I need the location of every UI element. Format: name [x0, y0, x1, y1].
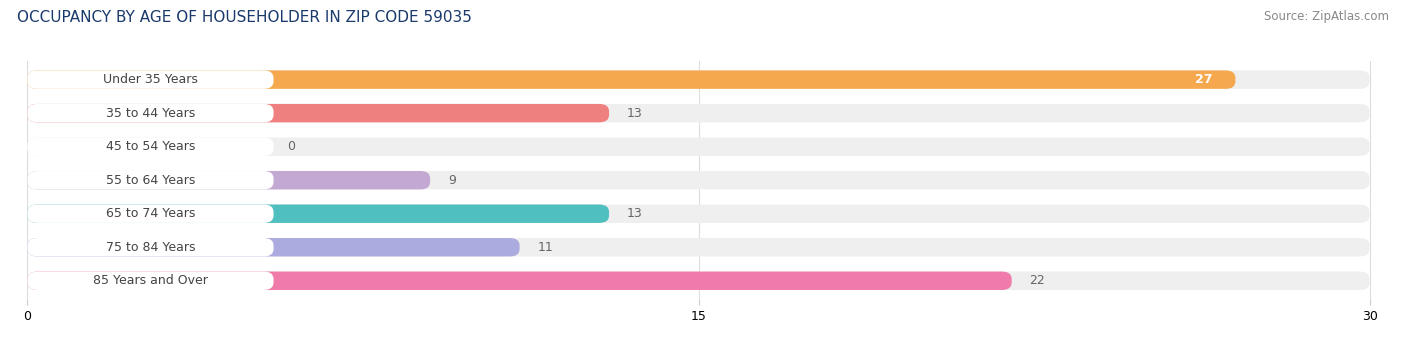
- FancyBboxPatch shape: [28, 272, 1012, 290]
- Text: OCCUPANCY BY AGE OF HOUSEHOLDER IN ZIP CODE 59035: OCCUPANCY BY AGE OF HOUSEHOLDER IN ZIP C…: [17, 10, 472, 25]
- Text: 27: 27: [1195, 73, 1213, 86]
- FancyBboxPatch shape: [28, 171, 430, 189]
- FancyBboxPatch shape: [28, 204, 274, 223]
- FancyBboxPatch shape: [28, 238, 1369, 256]
- FancyBboxPatch shape: [28, 104, 609, 122]
- Text: 85 Years and Over: 85 Years and Over: [93, 274, 208, 287]
- Text: 13: 13: [627, 107, 643, 120]
- FancyBboxPatch shape: [28, 104, 274, 122]
- Text: 45 to 54 Years: 45 to 54 Years: [105, 140, 195, 153]
- Text: 13: 13: [627, 207, 643, 220]
- FancyBboxPatch shape: [28, 238, 520, 256]
- Text: 55 to 64 Years: 55 to 64 Years: [105, 174, 195, 187]
- FancyBboxPatch shape: [28, 272, 274, 290]
- Text: 65 to 74 Years: 65 to 74 Years: [105, 207, 195, 220]
- FancyBboxPatch shape: [28, 204, 1369, 223]
- Text: 35 to 44 Years: 35 to 44 Years: [105, 107, 195, 120]
- FancyBboxPatch shape: [28, 137, 1369, 156]
- Text: 22: 22: [1029, 274, 1045, 287]
- Text: Under 35 Years: Under 35 Years: [103, 73, 198, 86]
- FancyBboxPatch shape: [28, 70, 274, 89]
- Text: Source: ZipAtlas.com: Source: ZipAtlas.com: [1264, 10, 1389, 23]
- FancyBboxPatch shape: [28, 70, 1236, 89]
- FancyBboxPatch shape: [28, 204, 609, 223]
- FancyBboxPatch shape: [28, 70, 1369, 89]
- Text: 0: 0: [287, 140, 295, 153]
- FancyBboxPatch shape: [28, 137, 274, 156]
- Text: 75 to 84 Years: 75 to 84 Years: [105, 241, 195, 254]
- FancyBboxPatch shape: [28, 272, 1369, 290]
- FancyBboxPatch shape: [28, 104, 1369, 122]
- FancyBboxPatch shape: [28, 238, 274, 256]
- Text: 11: 11: [537, 241, 553, 254]
- FancyBboxPatch shape: [28, 171, 274, 189]
- Text: 9: 9: [449, 174, 456, 187]
- FancyBboxPatch shape: [28, 171, 1369, 189]
